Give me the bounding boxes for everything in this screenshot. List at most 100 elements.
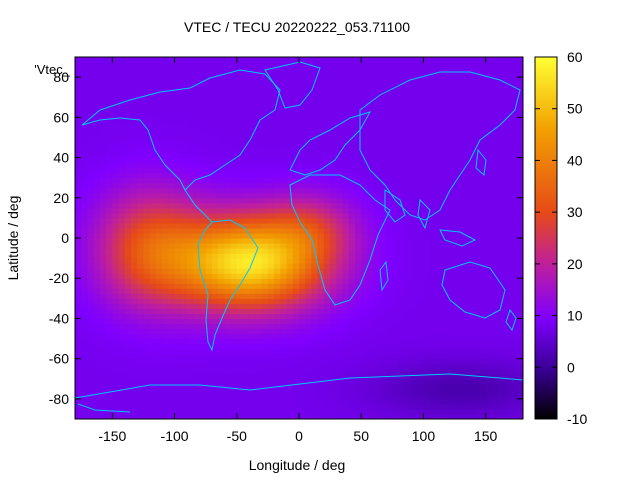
heatmap-cell xyxy=(75,137,82,144)
heatmap-cell xyxy=(93,162,101,169)
heatmap-cell xyxy=(336,388,344,395)
heatmap-cell xyxy=(348,177,356,184)
heatmap-cell xyxy=(485,97,493,103)
heatmap-cell xyxy=(392,333,400,340)
heatmap-cell xyxy=(230,323,238,330)
heatmap-cell xyxy=(404,62,412,68)
heatmap-cell xyxy=(442,378,449,385)
heatmap-cell xyxy=(187,383,194,390)
heatmap-cell xyxy=(392,348,400,355)
heatmap-cell xyxy=(131,338,138,345)
heatmap-cell xyxy=(367,298,375,304)
heatmap-cell xyxy=(404,207,412,214)
heatmap-cell xyxy=(211,67,219,73)
heatmap-cell xyxy=(386,293,393,299)
heatmap-cell xyxy=(112,408,120,415)
heatmap-cell xyxy=(429,147,437,154)
heatmap-cell xyxy=(106,232,113,239)
heatmap-cell xyxy=(491,413,499,419)
heatmap-cell xyxy=(267,142,275,149)
heatmap-cell xyxy=(292,107,300,113)
heatmap-cell xyxy=(174,212,182,219)
heatmap-cell xyxy=(417,232,425,239)
heatmap-cell xyxy=(155,212,163,219)
heatmap-cell xyxy=(467,353,474,360)
heatmap-cell xyxy=(143,197,151,204)
heatmap-cell xyxy=(460,57,468,63)
heatmap-cell xyxy=(348,353,356,360)
heatmap-cell xyxy=(224,398,232,405)
heatmap-cell xyxy=(137,107,145,113)
heatmap-cell xyxy=(93,152,101,159)
heatmap-cell xyxy=(149,263,157,269)
heatmap-cell xyxy=(423,408,431,415)
heatmap-cell xyxy=(367,77,375,83)
heatmap-cell xyxy=(479,72,487,78)
heatmap-cell xyxy=(149,137,157,144)
heatmap-cell xyxy=(299,152,306,159)
heatmap-cell xyxy=(75,72,82,78)
heatmap-cell xyxy=(118,273,126,279)
heatmap-cell xyxy=(361,127,369,134)
heatmap-cell xyxy=(367,408,375,415)
heatmap-cell xyxy=(423,152,431,159)
heatmap-cell xyxy=(485,142,493,149)
heatmap-cell xyxy=(193,408,201,415)
heatmap-cell xyxy=(460,363,468,370)
heatmap-cell xyxy=(317,67,325,73)
heatmap-cell xyxy=(435,82,443,88)
heatmap-cell xyxy=(473,177,481,184)
heatmap-cell xyxy=(155,92,163,98)
heatmap-cell xyxy=(348,192,356,199)
heatmap-cell xyxy=(75,308,82,315)
heatmap-cell xyxy=(168,117,176,123)
heatmap-cell xyxy=(168,243,176,249)
heatmap-cell xyxy=(274,117,281,123)
heatmap-cell xyxy=(143,152,151,159)
heatmap-cell xyxy=(467,333,474,340)
heatmap-cell xyxy=(137,112,145,118)
heatmap-cell xyxy=(93,192,101,199)
heatmap-cell xyxy=(355,323,362,330)
heatmap-cell xyxy=(330,378,337,385)
heatmap-cell xyxy=(292,202,300,209)
heatmap-cell xyxy=(330,348,337,355)
heatmap-cell xyxy=(386,343,393,350)
heatmap-cell xyxy=(342,323,350,330)
heatmap-cell xyxy=(99,137,107,144)
heatmap-cell xyxy=(348,298,356,304)
heatmap-cell xyxy=(81,117,89,123)
chart-title: VTEC / TECU 20220222_053.71100 xyxy=(184,19,410,35)
heatmap-cell xyxy=(193,212,201,219)
heatmap-cell xyxy=(243,368,250,375)
heatmap-cell xyxy=(87,107,95,113)
heatmap-cell xyxy=(473,92,481,98)
heatmap-cell xyxy=(93,157,101,164)
heatmap-cell xyxy=(112,253,120,259)
heatmap-cell xyxy=(199,227,207,234)
heatmap-cell xyxy=(274,62,281,68)
heatmap-cell xyxy=(398,82,406,88)
heatmap-cell xyxy=(81,293,89,299)
heatmap-cell xyxy=(299,192,306,199)
heatmap-cell xyxy=(81,67,89,73)
heatmap-cell xyxy=(199,107,207,113)
heatmap-cell xyxy=(473,192,481,199)
heatmap-cell xyxy=(193,268,201,274)
heatmap-cell xyxy=(118,97,126,103)
heatmap-cell xyxy=(398,408,406,415)
heatmap-cell xyxy=(205,298,213,304)
heatmap-cell xyxy=(460,207,468,214)
heatmap-cell xyxy=(218,258,225,264)
heatmap-cell xyxy=(267,117,275,123)
heatmap-cell xyxy=(373,122,381,128)
heatmap-cell xyxy=(423,187,431,194)
heatmap-cell xyxy=(180,373,188,380)
heatmap-cell xyxy=(485,363,493,370)
heatmap-cell xyxy=(286,97,294,103)
heatmap-cell xyxy=(137,378,145,385)
heatmap-cell xyxy=(274,112,281,118)
heatmap-cell xyxy=(498,363,505,370)
heatmap-cell xyxy=(292,293,300,299)
heatmap-cell xyxy=(199,348,207,355)
